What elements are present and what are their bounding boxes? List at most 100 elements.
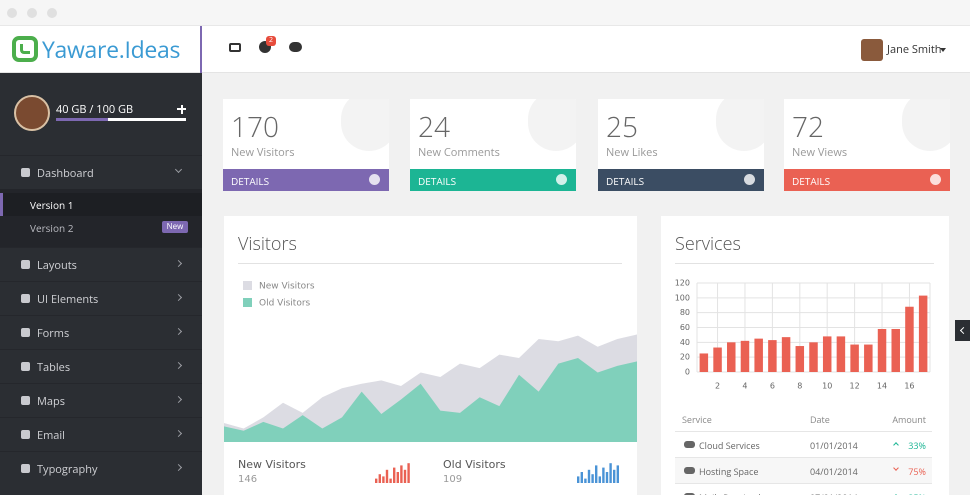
- details-link[interactable]: DETAILS: [223, 169, 389, 191]
- stat-watermark: [716, 99, 764, 151]
- submenu-item[interactable]: Version 2 New: [0, 216, 202, 239]
- menu-item[interactable]: Maps: [0, 383, 202, 417]
- menu-label: Dashboard: [37, 166, 94, 181]
- menu-label: Forms: [37, 326, 70, 341]
- storage-bar: [56, 118, 186, 121]
- trend-arrow: [893, 442, 899, 448]
- menu-item[interactable]: Layouts: [0, 247, 202, 281]
- top-header: Yaware.Ideas 2 Jane Smith: [0, 26, 970, 73]
- services-table: Service Date Amount Cloud Services 01/01/201…: [675, 409, 932, 495]
- services-panel: Services Service Date Amount Cloud Services…: [661, 216, 949, 495]
- menu-item[interactable]: UI Elements: [0, 281, 202, 315]
- menu-chevron: [174, 165, 183, 174]
- visitors-panel: Visitors: [224, 216, 637, 495]
- table-row: Mails Received 07/01/2014 35%: [675, 483, 932, 495]
- details-link[interactable]: DETAILS: [598, 169, 764, 191]
- menu-item[interactable]: Dashboard: [0, 155, 202, 189]
- menu-icon: [21, 294, 30, 303]
- submenu-item[interactable]: Version 1: [0, 193, 202, 216]
- user-name[interactable]: Jane Smith: [887, 42, 942, 57]
- menu-badge: New: [162, 221, 188, 233]
- menu-label: Layouts: [37, 258, 77, 273]
- logo-icon: [12, 36, 38, 62]
- stat-card: 170 New Visitors DETAILS: [223, 99, 389, 191]
- inbox-icon[interactable]: [229, 43, 241, 52]
- service-icon: [684, 493, 695, 495]
- menu-icon: [21, 464, 30, 473]
- panel-rule: [675, 263, 934, 264]
- menu-item[interactable]: Forms: [0, 315, 202, 349]
- details-link[interactable]: DETAILS: [410, 169, 576, 191]
- service-amount: 33%: [908, 439, 926, 452]
- window-dot[interactable]: [27, 8, 37, 18]
- active-marker: [0, 193, 3, 216]
- submenu-label: Version 2: [30, 221, 74, 235]
- window-bar: [0, 0, 970, 26]
- service-amount: 75%: [908, 465, 926, 478]
- stat-value: 72: [792, 108, 824, 146]
- details-text: DETAILS: [606, 174, 645, 188]
- menu-chevron: [174, 361, 183, 370]
- menu-label: Typography: [37, 462, 98, 477]
- menu-item[interactable]: Typography: [0, 451, 202, 485]
- stat-watermark: [902, 99, 950, 151]
- menu-item[interactable]: Email: [0, 417, 202, 451]
- window-dot[interactable]: [7, 8, 17, 18]
- panel-toggle[interactable]: [955, 320, 970, 341]
- table-header: Date: [810, 413, 830, 426]
- service-name: Hosting Space: [699, 465, 759, 478]
- profile-avatar: [14, 95, 50, 131]
- table-row: Hosting Space 04/01/2014 75%: [675, 457, 932, 483]
- details-text: DETAILS: [418, 174, 457, 188]
- service-date: 04/01/2014: [810, 465, 858, 478]
- menu-icon: [21, 260, 30, 269]
- stat-card: 25 New Likes DETAILS: [598, 99, 764, 191]
- service-date: 01/01/2014: [810, 439, 858, 452]
- details-arrow: [556, 174, 567, 185]
- trend-arrow: [893, 465, 899, 471]
- notification-badge: 2: [266, 36, 276, 46]
- sidebar: 40 GB / 100 GB Dashboard Version 1 Version…: [0, 73, 202, 495]
- stat-value: 24: [418, 108, 450, 146]
- menu-chevron: [174, 293, 183, 302]
- logo-text: Yaware.Ideas: [42, 33, 181, 65]
- stat-value: 25: [606, 108, 638, 146]
- storage-bar-fill: [56, 118, 108, 121]
- chat-icon[interactable]: [289, 42, 302, 52]
- stat-label: New Likes: [606, 145, 658, 160]
- menu-label: Tables: [37, 360, 71, 375]
- menu-label: Email: [37, 428, 65, 443]
- details-arrow: [369, 174, 380, 185]
- stat-value: 170: [231, 108, 279, 146]
- stat-label: New Comments: [418, 145, 500, 160]
- logo-icon-mark: [20, 44, 30, 54]
- menu-item[interactable]: Tables: [0, 349, 202, 383]
- stat-card: 24 New Comments DETAILS: [410, 99, 576, 191]
- panel-title: Visitors: [238, 232, 297, 256]
- menu-label: Maps: [37, 394, 65, 409]
- details-arrow: [930, 174, 941, 185]
- submenu-label: Version 1: [30, 198, 74, 212]
- menu-icon: [21, 168, 30, 177]
- service-icon: [684, 467, 695, 474]
- stat-label: New Views: [792, 145, 848, 160]
- user-caret[interactable]: [940, 48, 946, 52]
- table-header: Amount: [892, 413, 926, 426]
- stat-watermark: [341, 99, 389, 151]
- storage-text: 40 GB / 100 GB: [56, 102, 134, 117]
- stat-watermark: [528, 99, 576, 151]
- service-date: 07/01/2014: [810, 491, 858, 495]
- logo-area[interactable]: Yaware.Ideas: [0, 26, 202, 73]
- menu-chevron: [174, 259, 183, 268]
- window-dot[interactable]: [47, 8, 57, 18]
- details-link[interactable]: DETAILS: [784, 169, 950, 191]
- menu-chevron: [174, 463, 183, 472]
- stat-card: 72 New Views DETAILS: [784, 99, 950, 191]
- add-icon[interactable]: [180, 104, 183, 114]
- details-text: DETAILS: [792, 174, 831, 188]
- service-amount: 35%: [908, 491, 926, 495]
- menu-label: UI Elements: [37, 292, 99, 307]
- user-avatar[interactable]: [861, 39, 883, 61]
- stat-label: New Visitors: [231, 145, 295, 160]
